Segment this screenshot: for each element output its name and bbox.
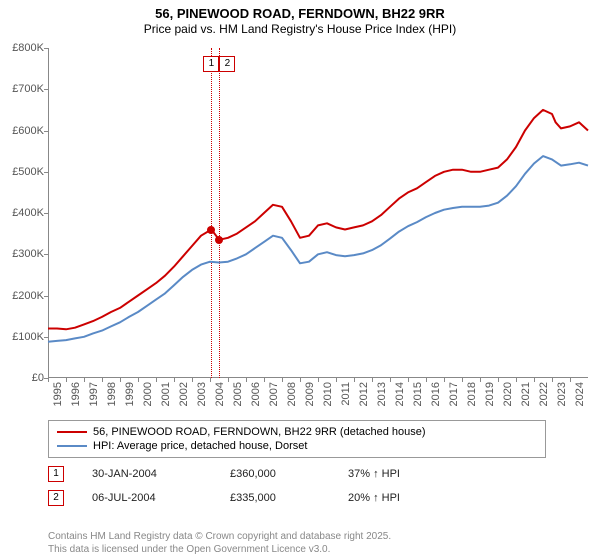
y-tick-label: £700K — [0, 83, 44, 95]
marker-dot — [207, 226, 215, 234]
x-tick-label: 2006 — [250, 382, 262, 406]
footer-line: Contains HM Land Registry data © Crown c… — [48, 530, 391, 543]
x-tick-label: 2014 — [394, 382, 406, 406]
x-tick-label: 2024 — [574, 382, 586, 406]
sale-price: £360,000 — [230, 468, 320, 480]
sale-rows: 1 30-JAN-2004 £360,000 37% ↑ HPI 2 06-JUL-200… — [48, 466, 400, 514]
chart-subtitle: Price paid vs. HM Land Registry's House … — [0, 21, 600, 36]
y-tick-label: £500K — [0, 166, 44, 178]
x-tick-label: 2019 — [484, 382, 496, 406]
sale-price: £335,000 — [230, 492, 320, 504]
x-tick-label: 2008 — [286, 382, 298, 406]
series-price_paid — [48, 110, 588, 329]
x-tick-label: 2013 — [376, 382, 388, 406]
legend-swatch — [57, 431, 87, 433]
x-tick-label: 2011 — [340, 382, 352, 406]
x-tick-label: 2016 — [430, 382, 442, 406]
y-tick-label: £0 — [0, 372, 44, 384]
sale-row-marker: 1 — [48, 466, 64, 482]
x-tick-label: 1999 — [124, 382, 136, 406]
x-tick-label: 2002 — [178, 382, 190, 406]
y-tick-label: £200K — [0, 290, 44, 302]
x-tick-label: 2005 — [232, 382, 244, 406]
sale-delta: 37% ↑ HPI — [348, 468, 400, 480]
footer-line: This data is licensed under the Open Gov… — [48, 543, 391, 556]
x-tick-label: 2017 — [448, 382, 460, 406]
x-tick-label: 2015 — [412, 382, 424, 406]
x-tick-label: 2020 — [502, 382, 514, 406]
sale-row: 1 30-JAN-2004 £360,000 37% ↑ HPI — [48, 466, 400, 482]
x-tick-label: 2018 — [466, 382, 478, 406]
y-tick-label: £300K — [0, 248, 44, 260]
marker-number-box: 2 — [219, 56, 235, 72]
sale-row-marker: 2 — [48, 490, 64, 506]
chart-title: 56, PINEWOOD ROAD, FERNDOWN, BH22 9RR — [0, 0, 600, 21]
x-tick-label: 1995 — [52, 382, 64, 406]
sale-delta: 20% ↑ HPI — [348, 492, 400, 504]
legend-item-hpi: HPI: Average price, detached house, Dors… — [57, 439, 537, 453]
x-tick-label: 1996 — [70, 382, 82, 406]
sale-date: 06-JUL-2004 — [92, 492, 202, 504]
y-tick-label: £400K — [0, 207, 44, 219]
x-tick-label: 2023 — [556, 382, 568, 406]
y-tick-label: £100K — [0, 331, 44, 343]
legend-item-price-paid: 56, PINEWOOD ROAD, FERNDOWN, BH22 9RR (d… — [57, 425, 537, 439]
y-tick-label: £600K — [0, 125, 44, 137]
sale-row: 2 06-JUL-2004 £335,000 20% ↑ HPI — [48, 490, 400, 506]
x-tick-label: 2009 — [304, 382, 316, 406]
sale-date: 30-JAN-2004 — [92, 468, 202, 480]
x-tick-label: 2021 — [520, 382, 532, 406]
y-tick-label: £800K — [0, 42, 44, 54]
legend-label: 56, PINEWOOD ROAD, FERNDOWN, BH22 9RR (d… — [93, 426, 426, 438]
x-tick-label: 2012 — [358, 382, 370, 406]
x-tick-label: 1997 — [88, 382, 100, 406]
x-tick-label: 2000 — [142, 382, 154, 406]
legend-swatch — [57, 445, 87, 447]
x-tick-label: 2003 — [196, 382, 208, 406]
series-hpi — [48, 156, 588, 342]
legend-label: HPI: Average price, detached house, Dors… — [93, 440, 307, 452]
legend: 56, PINEWOOD ROAD, FERNDOWN, BH22 9RR (d… — [48, 420, 546, 458]
chart-lines — [48, 48, 588, 378]
chart-area: £0£100K£200K£300K£400K£500K£600K£700K£80… — [48, 48, 588, 378]
x-tick-label: 2010 — [322, 382, 334, 406]
x-tick-label: 2022 — [538, 382, 550, 406]
x-tick-label: 2004 — [214, 382, 226, 406]
marker-number-box: 1 — [203, 56, 219, 72]
marker-dot — [215, 236, 223, 244]
x-tick-label: 1998 — [106, 382, 118, 406]
x-tick-label: 2007 — [268, 382, 280, 406]
footer-attribution: Contains HM Land Registry data © Crown c… — [48, 530, 391, 556]
x-tick-label: 2001 — [160, 382, 172, 406]
